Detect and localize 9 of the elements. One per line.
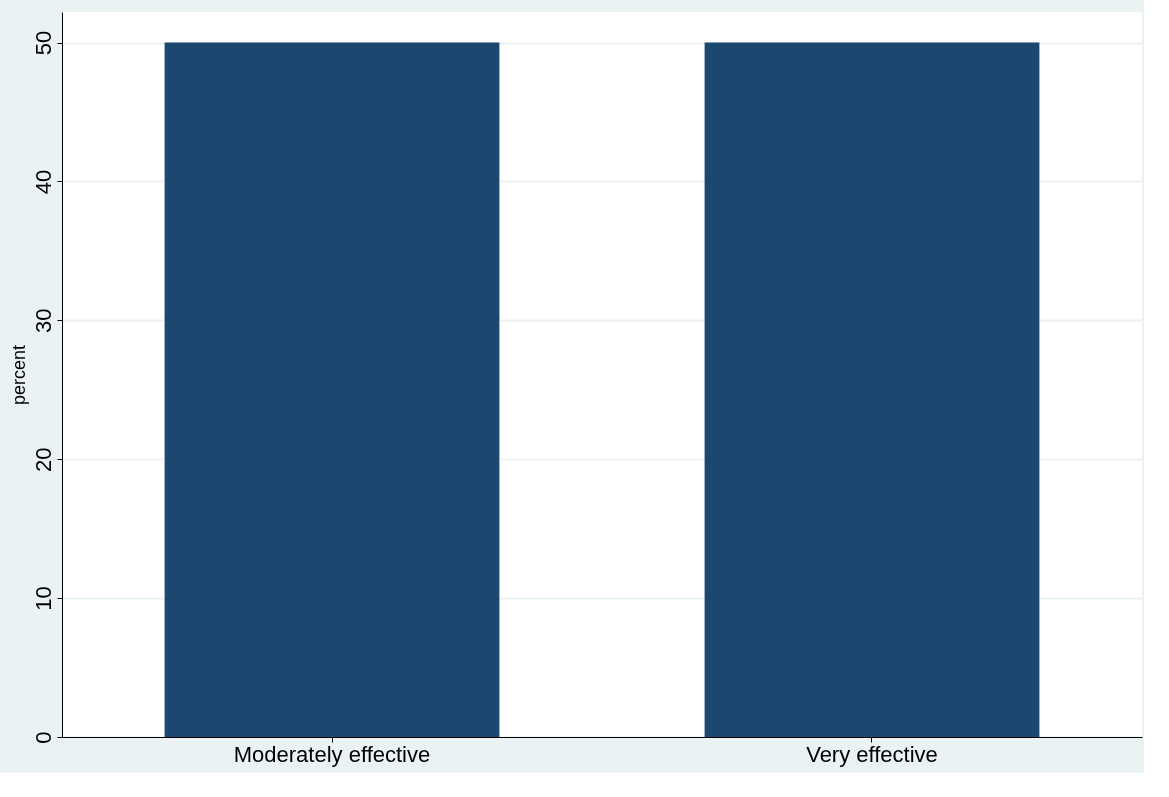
y-axis-title: percent	[8, 344, 29, 406]
y-tick-label: 20	[30, 447, 56, 472]
y-tick-label: 0	[30, 731, 56, 744]
x-tick-label: Very effective	[806, 741, 938, 767]
x-tick-label: Moderately effective	[233, 741, 431, 767]
y-tick-label: 10	[30, 586, 56, 611]
y-tick-label: 30	[30, 308, 56, 334]
y-tick-label: 50	[30, 30, 56, 56]
y-tick-label: 40	[30, 169, 56, 195]
